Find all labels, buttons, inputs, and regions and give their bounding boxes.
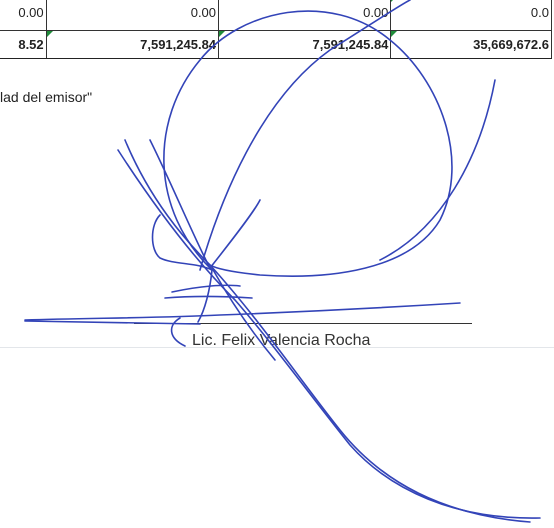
- table-row: 0.00 0.00 0.00 0.0: [0, 0, 552, 31]
- table-cell: 0.0: [390, 0, 552, 31]
- signer-name: Lic. Felix Valencia Rocha: [192, 332, 371, 349]
- table-row: 8.52 7,591,245.84 7,591,245.84 35,669,67…: [0, 30, 552, 59]
- table-cell: 7,591,245.84: [45, 30, 220, 59]
- table-cell: 0.00: [0, 0, 47, 31]
- financial-table: 0.00 0.00 0.00 0.0 8.52 7,591,245.84 7,5…: [0, 0, 552, 59]
- comment-flag-icon: [391, 31, 398, 37]
- table-cell: 8.52: [0, 30, 47, 59]
- table-cell: 0.00: [45, 0, 220, 31]
- comment-flag-icon: [391, 0, 398, 2]
- table-cell: 35,669,672.6: [390, 30, 552, 59]
- comment-flag-icon: [219, 31, 226, 37]
- issuer-note: lad del emisor": [0, 89, 93, 105]
- comment-flag-icon: [47, 31, 53, 37]
- table-cell: 0.00: [218, 0, 392, 31]
- signature-line: [134, 323, 472, 324]
- table-cell: 7,591,245.84: [218, 30, 392, 59]
